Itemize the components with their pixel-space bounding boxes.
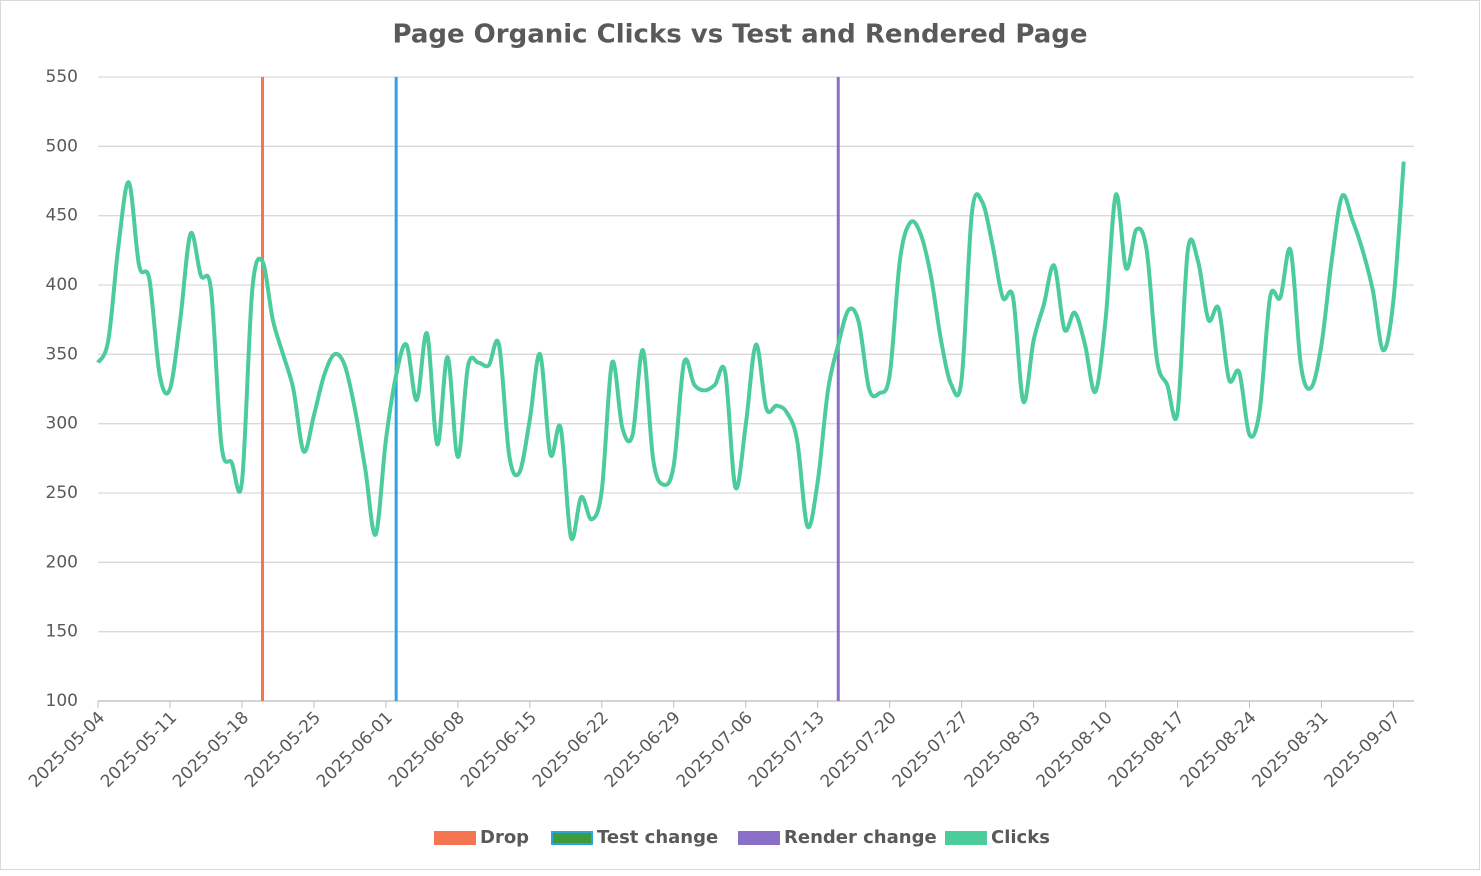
- y-tick-label: 100: [46, 691, 78, 711]
- y-tick-label: 150: [46, 622, 78, 642]
- legend-label: Render change: [784, 827, 937, 848]
- y-tick-label: 300: [46, 414, 78, 434]
- y-tick-label: 350: [46, 344, 78, 364]
- y-tick-label: 200: [46, 552, 78, 572]
- y-tick-label: 450: [46, 206, 78, 226]
- legend-label: Clicks: [991, 827, 1050, 848]
- clicks-line: [96, 161, 1406, 542]
- y-tick-label: 250: [46, 483, 78, 503]
- chart-title: Page Organic Clicks vs Test and Rendered…: [392, 20, 1087, 50]
- legend-label: Test change: [597, 827, 718, 848]
- legend-swatch: [551, 831, 593, 845]
- y-tick-label: 550: [46, 67, 78, 87]
- legend-swatch: [738, 831, 780, 845]
- y-tick-label: 400: [46, 275, 78, 295]
- legend-swatch: [945, 831, 987, 845]
- y-tick-label: 500: [46, 136, 78, 156]
- legend-swatch: [434, 831, 476, 845]
- legend-label: Drop: [480, 827, 529, 848]
